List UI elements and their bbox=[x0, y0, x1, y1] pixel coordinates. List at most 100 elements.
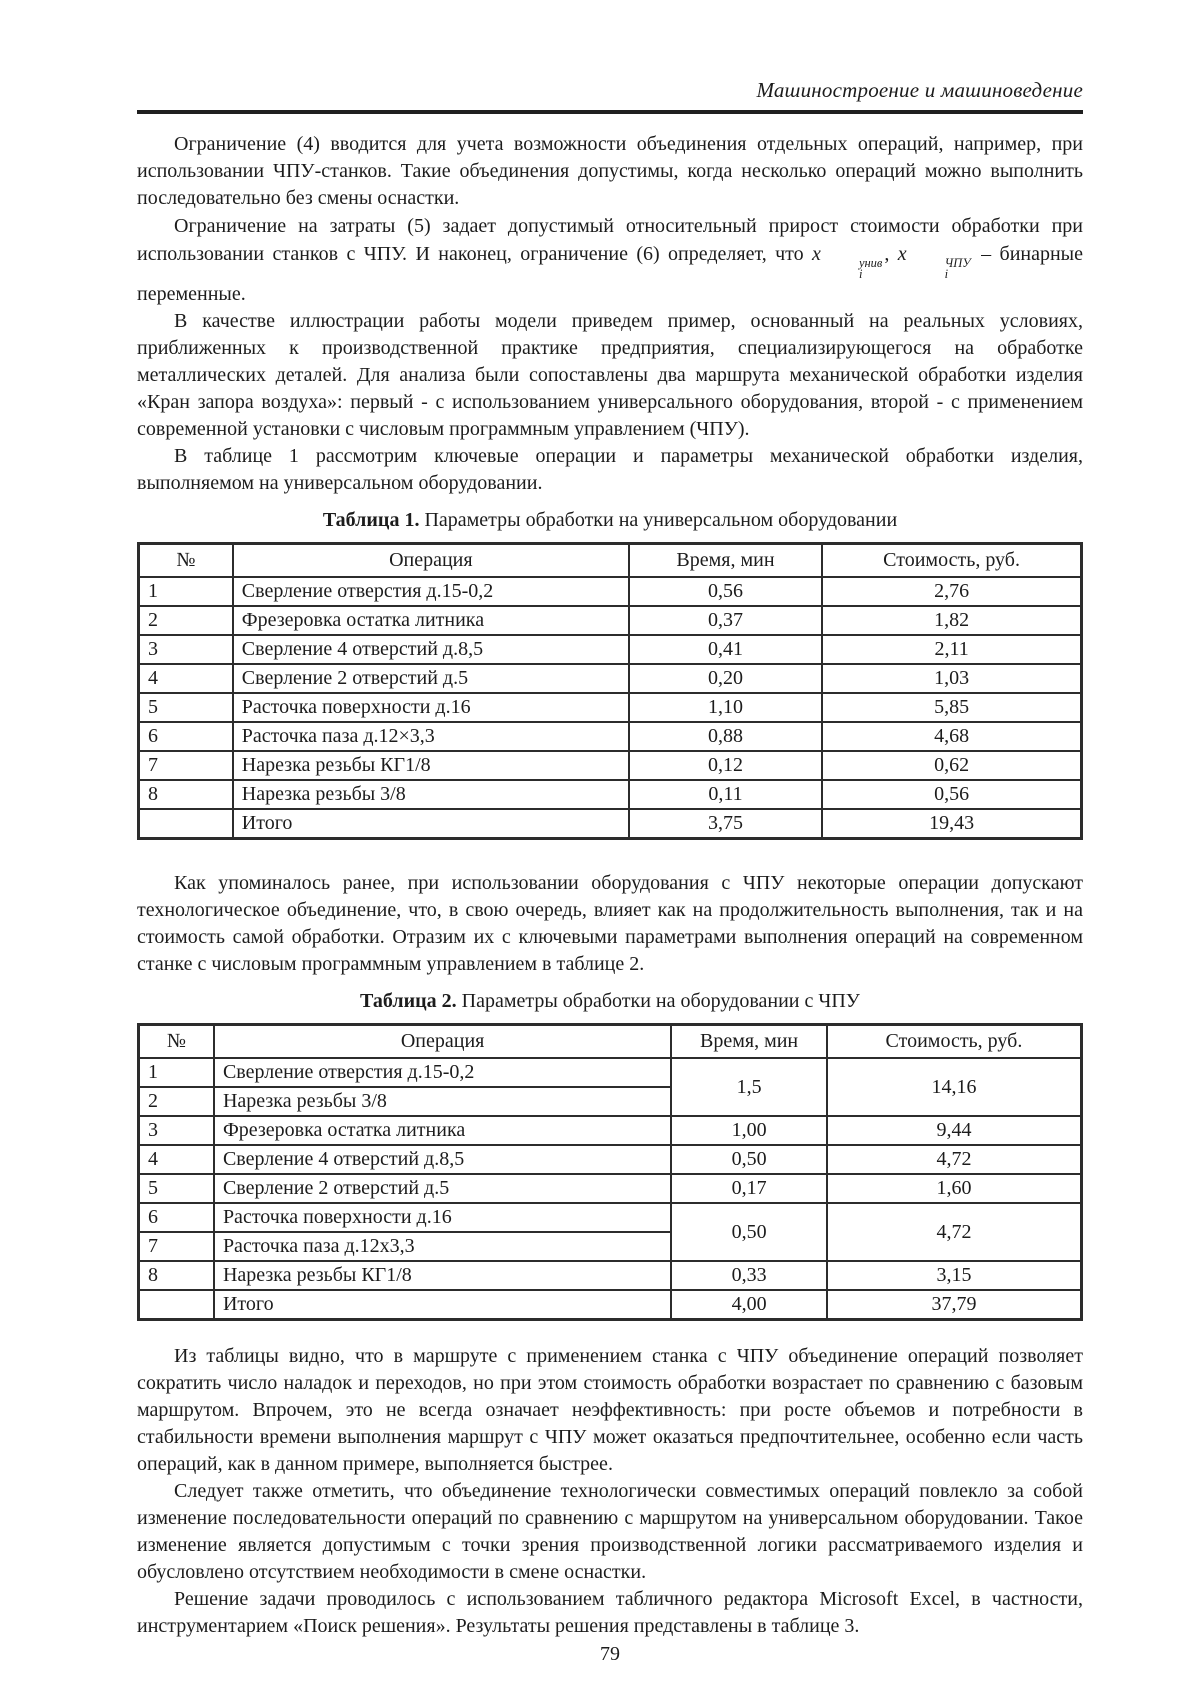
cell-number: 2 bbox=[137, 1086, 215, 1117]
table-row: 7 Нарезка резьбы КГ1/8 0,12 0,62 bbox=[137, 750, 1083, 781]
column-header-time: Время, мин bbox=[670, 1023, 828, 1059]
cell-total-time: 3,75 bbox=[627, 808, 824, 840]
table-header-row: № Операция Время, мин Стоимость, руб. bbox=[137, 1023, 1083, 1059]
paragraph-route-comparison: Из таблицы видно, что в маршруте с приме… bbox=[137, 1345, 1083, 1475]
table-row: 1 Сверление отверстия д.15-0,2 0,56 2,76 bbox=[137, 576, 1083, 607]
table-row: 7 Расточка паза д.12х3,3 bbox=[137, 1231, 1082, 1262]
math-var-x-univ: x унив i bbox=[812, 243, 884, 280]
cell-time: 0,50 bbox=[670, 1144, 828, 1175]
table-row: 5 Сверление 2 отверстий д.5 0,17 1,60 bbox=[137, 1173, 1083, 1204]
cell-operation: Фрезеровка остатка литника bbox=[212, 1115, 673, 1146]
cell-operation: Сверление отверстия д.15-0,2 bbox=[231, 576, 630, 607]
cell-number: 8 bbox=[137, 1260, 215, 1291]
cell-time: 0,33 bbox=[670, 1260, 828, 1291]
cell-number: 4 bbox=[137, 1144, 215, 1175]
paragraph-table1-intro: В таблице 1 рассмотрим ключевые операции… bbox=[137, 445, 1083, 494]
table-row: 3 Фрезеровка остатка литника 1,00 9,44 bbox=[137, 1115, 1083, 1146]
cell-operation: Сверление 4 отверстий д.8,5 bbox=[231, 634, 630, 665]
column-header-operation: Операция bbox=[231, 542, 630, 578]
cell-cost: 5,85 bbox=[821, 692, 1083, 723]
table1-caption-label: Таблица 1. bbox=[322, 509, 420, 531]
cell-number: 6 bbox=[137, 1202, 215, 1233]
table1-caption-text: Параметры обработки на универсальном обо… bbox=[419, 509, 898, 531]
cell-operation: Фрезеровка остатка литника bbox=[231, 605, 630, 636]
column-header-number: № bbox=[137, 542, 234, 578]
math-scripts: ЧПУ i bbox=[908, 256, 971, 281]
math-base: x bbox=[812, 243, 821, 265]
table-row: 5 Расточка поверхности д.16 1,10 5,85 bbox=[137, 692, 1083, 723]
cell-time: 0,88 bbox=[627, 721, 824, 752]
cell-operation: Нарезка резьбы 3/8 bbox=[212, 1086, 673, 1117]
paragraph-constraints-5-6: Ограничение на затраты (5) задает допуст… bbox=[137, 212, 1083, 308]
cell-operation: Сверление 4 отверстий д.8,5 bbox=[212, 1144, 673, 1175]
cell-total-label: Итого bbox=[231, 808, 630, 840]
column-header-number: № bbox=[137, 1023, 215, 1059]
cell-cost: 1,82 bbox=[821, 605, 1083, 636]
cell-time: 1,00 bbox=[670, 1115, 828, 1146]
cell-operation: Расточка поверхности д.16 bbox=[231, 692, 630, 723]
math-superscript: унив bbox=[858, 256, 883, 270]
cell-operation: Нарезка резьбы КГ1/8 bbox=[212, 1260, 673, 1291]
cell-operation: Нарезка резьбы 3/8 bbox=[231, 779, 630, 810]
table1-caption: Таблица 1. Параметры обработки на универ… bbox=[137, 509, 1083, 532]
cell-operation: Сверление отверстия д.15-0,2 bbox=[212, 1057, 673, 1088]
cell-total-label: Итого bbox=[212, 1289, 673, 1321]
table2-cnc-equipment: № Операция Время, мин Стоимость, руб. 1 … bbox=[137, 1023, 1083, 1321]
table2-caption-label: Таблица 2. bbox=[360, 990, 457, 1012]
table-row: 3 Сверление 4 отверстий д.8,5 0,41 2,11 bbox=[137, 634, 1083, 665]
cell-number: 6 bbox=[137, 721, 234, 752]
paragraph-excel-solver: Решение задачи проводилось с использован… bbox=[137, 1588, 1083, 1637]
cell-number: 1 bbox=[137, 1057, 215, 1088]
table-row: 1 Сверление отверстия д.15-0,2 1,5 14,16 bbox=[137, 1057, 1083, 1117]
cell-number: 1 bbox=[137, 576, 234, 607]
cell-total-cost: 19,43 bbox=[821, 808, 1083, 840]
cell-operation: Нарезка резьбы КГ1/8 bbox=[231, 750, 630, 781]
paragraph-cnc-merging: Как упоминалось ранее, при использовании… bbox=[137, 872, 1083, 975]
cell-cost-merged: 4,72 bbox=[825, 1202, 1083, 1262]
table-row: 4 Сверление 2 отверстий д.5 0,20 1,03 bbox=[137, 663, 1083, 694]
cell-number: 5 bbox=[137, 692, 234, 723]
formula-separator: , bbox=[884, 243, 898, 265]
paragraph-example-intro: В качестве иллюстрации работы модели при… bbox=[137, 310, 1083, 440]
table2-caption-text: Параметры обработки на оборудовании с ЧП… bbox=[456, 990, 860, 1012]
math-var-x-cnc: x ЧПУ i bbox=[898, 243, 973, 280]
cell-number: 4 bbox=[137, 663, 234, 694]
column-header-cost: Стоимость, руб. bbox=[821, 542, 1083, 578]
total-row: Итого 4,00 37,79 bbox=[137, 1289, 1083, 1321]
cell-time-merged: 1,5 bbox=[670, 1057, 828, 1117]
cell-cost: 2,11 bbox=[821, 634, 1083, 665]
cell-number: 8 bbox=[137, 779, 234, 810]
cell-time: 0,12 bbox=[627, 750, 824, 781]
cell-empty bbox=[137, 1289, 215, 1321]
table-header-row: № Операция Время, мин Стоимость, руб. bbox=[137, 542, 1083, 578]
table-row: 6 Расточка паза д.12×3,3 0,88 4,68 bbox=[137, 721, 1083, 752]
cell-time: 0,20 bbox=[627, 663, 824, 694]
column-header-operation: Операция bbox=[212, 1023, 673, 1059]
cell-cost: 1,60 bbox=[825, 1173, 1083, 1204]
cell-time-merged: 0,50 bbox=[670, 1202, 828, 1262]
paragraph-text-after-formula: – бинарные переменные. bbox=[137, 243, 1083, 305]
math-superscript: ЧПУ bbox=[944, 256, 971, 270]
table2-caption: Таблица 2. Параметры обработки на оборуд… bbox=[137, 990, 1083, 1013]
cell-cost: 3,15 bbox=[825, 1260, 1083, 1291]
cell-operation: Расточка поверхности д.16 bbox=[212, 1202, 673, 1233]
cell-time: 0,41 bbox=[627, 634, 824, 665]
paragraph-text-before-formula: Ограничение на затраты (5) задает допуст… bbox=[137, 215, 1083, 265]
cell-time: 0,37 bbox=[627, 605, 824, 636]
cell-number: 3 bbox=[137, 634, 234, 665]
cell-cost: 2,76 bbox=[821, 576, 1083, 607]
cell-number: 7 bbox=[137, 750, 234, 781]
table-row: 2 Нарезка резьбы 3/8 bbox=[137, 1086, 1082, 1117]
cell-time: 0,17 bbox=[670, 1173, 828, 1204]
table-row: 8 Нарезка резьбы 3/8 0,11 0,56 bbox=[137, 779, 1083, 810]
running-head: Машиностроение и машиноведение bbox=[756, 78, 1083, 102]
cell-time: 1,10 bbox=[627, 692, 824, 723]
cell-operation: Сверление 2 отверстий д.5 bbox=[231, 663, 630, 694]
cell-total-time: 4,00 bbox=[670, 1289, 828, 1321]
cell-number: 5 bbox=[137, 1173, 215, 1204]
cell-cost: 4,68 bbox=[821, 721, 1083, 752]
cell-time: 0,56 bbox=[627, 576, 824, 607]
math-subscript: i bbox=[858, 267, 863, 281]
header-rule bbox=[137, 110, 1083, 114]
